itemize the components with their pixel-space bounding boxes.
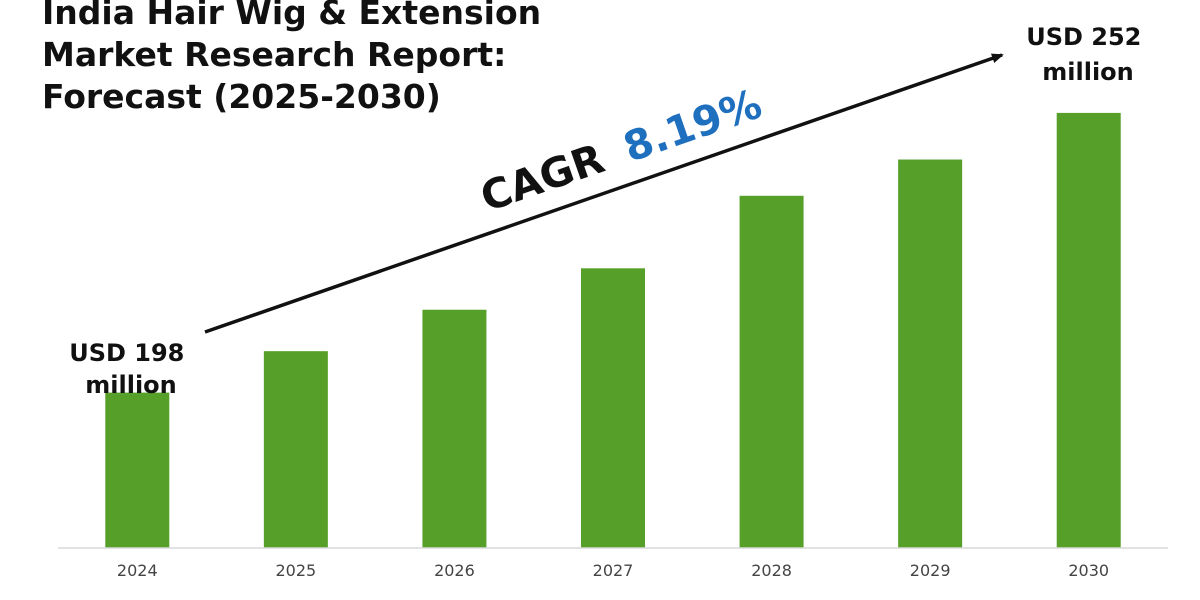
- x-tick-label-2026: 2026: [434, 561, 475, 580]
- end-value-label: USD 252 million: [1026, 23, 1150, 86]
- cagr-prefix: CAGR: [475, 134, 611, 221]
- start-value-line-1: USD 198: [69, 339, 184, 367]
- bar-2026: [422, 309, 487, 548]
- x-tick-label-2025: 2025: [275, 561, 316, 580]
- bar-2024: [105, 392, 170, 548]
- x-tick-label-2029: 2029: [910, 561, 951, 580]
- bars-group: [105, 112, 1121, 549]
- x-tick-label-2024: 2024: [117, 561, 158, 580]
- x-tick-label-2030: 2030: [1068, 561, 1109, 580]
- bar-2025: [263, 351, 328, 548]
- start-value-line-2: million: [85, 371, 177, 399]
- bar-2028: [739, 195, 804, 549]
- trend-arrow: [204, 53, 1004, 334]
- x-tick-label-2028: 2028: [751, 561, 792, 580]
- end-value-line-1: USD 252: [1026, 23, 1141, 51]
- start-value-label: USD 198 million: [69, 339, 193, 399]
- x-tick-label-2027: 2027: [593, 561, 634, 580]
- chart-title: India Hair Wig & Extension Market Resear…: [42, 0, 542, 116]
- bar-2030: [1056, 112, 1121, 549]
- bar-2029: [898, 159, 963, 549]
- end-value-line-2: million: [1042, 58, 1134, 86]
- cagr-value: 8.19%: [617, 80, 767, 172]
- bar-2027: [581, 268, 645, 548]
- tick-labels-group: 2024 2025 2026 2027 2028 2029 2030: [117, 561, 1109, 580]
